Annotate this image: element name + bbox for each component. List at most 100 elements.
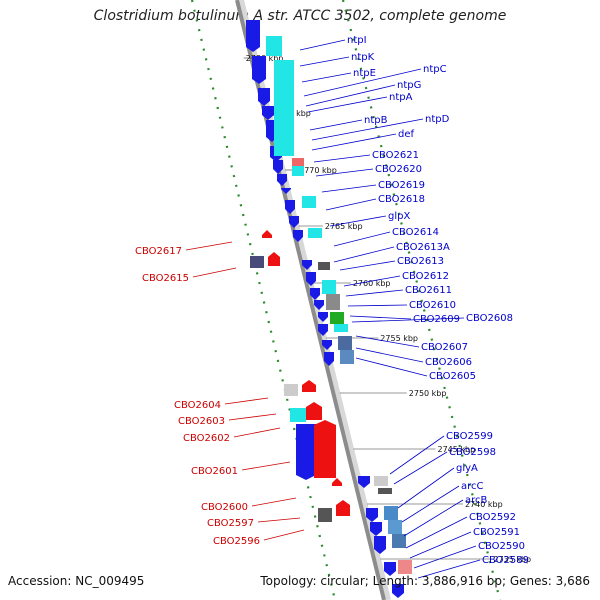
tick-label: 2765 kbp: [325, 222, 363, 231]
gene-label-ntpB: ntpB: [364, 115, 388, 126]
leader-CBO2610: [347, 304, 408, 307]
gene-forward-2615: [268, 252, 280, 266]
leader-CBO2611: [345, 289, 404, 297]
leader-CBO2620: [315, 168, 374, 177]
gene-gray-2597: [318, 508, 332, 522]
gene-label-CBO2596: CBO2596: [213, 536, 260, 547]
guide-dots-right: [341, 0, 502, 600]
leader-ntpK: [299, 56, 350, 67]
gene-reverse-11: [293, 230, 303, 242]
gene-slate-2607: [338, 336, 352, 350]
gene-cyan-2602: [290, 408, 306, 422]
gene-label-CBO2618: CBO2618: [378, 194, 425, 205]
gene-reverse-24: [374, 536, 386, 554]
gene-reverse-21: [358, 476, 370, 488]
gene-cyan-2608: [334, 324, 348, 332]
gene-label-CBO2601: CBO2601: [191, 466, 238, 477]
gene-forward-2600: [332, 478, 342, 486]
gene-green-2609: [330, 312, 344, 324]
gene-reverse-18: [322, 340, 332, 350]
gene-label-CBO2603: CBO2603: [178, 416, 225, 427]
gene-label-CBO2606: CBO2606: [425, 357, 472, 368]
gene-label-CBO2591: CBO2591: [473, 527, 520, 538]
leader-CBO2613: [339, 260, 396, 271]
leader-arcC: [401, 485, 460, 523]
gene-reverse-13: [306, 272, 316, 286]
gene-label-CBO2599: CBO2599: [446, 431, 493, 442]
gene-label-CBO2610: CBO2610: [409, 300, 456, 311]
leader-glpX: [329, 215, 387, 227]
gene-label-CBO2600: CBO2600: [201, 502, 248, 513]
leader-CBO2597: [257, 517, 301, 523]
leader-CBO2612: [343, 275, 401, 287]
leader-ntpG: [305, 84, 396, 107]
leader-CBO2606: [355, 347, 424, 363]
leader-CBO2619: [321, 184, 377, 193]
accession-label: Accession: NC_009495: [8, 574, 145, 588]
tick-label: 2745 kbp: [437, 445, 475, 454]
gene-reverse-16: [318, 312, 328, 322]
gene-reverse-9: [285, 200, 295, 214]
leader-CBO2605: [355, 357, 428, 377]
gene-cyan-2619: [302, 196, 316, 208]
tick-label: 2755 kbp: [380, 334, 418, 343]
leader-CBO2600: [251, 497, 297, 507]
gene-forward-2617: [262, 230, 272, 238]
gene-label-CBO2617: CBO2617: [135, 246, 182, 257]
gene-label-ntpE: ntpE: [353, 68, 376, 79]
gene-label-glpX: glpX: [388, 211, 410, 222]
gene-reverse-7: [277, 174, 287, 186]
gene-label-CBO2589: CBO2589: [482, 555, 529, 566]
gene-reverse-15: [314, 300, 324, 310]
gene-label-ntpG: ntpG: [397, 80, 421, 91]
gene-reverse-12: [302, 260, 312, 270]
gene-reverse-8: [281, 188, 291, 194]
gene-gray-2610: [326, 294, 340, 310]
leader-CBO2618: [325, 198, 377, 211]
gene-reverse-20: [296, 424, 316, 480]
leader-CBO2598: [393, 451, 448, 485]
gene-label-ntpI: ntpI: [347, 35, 367, 46]
gene-label-CBO2611: CBO2611: [405, 285, 452, 296]
leader-ntpI: [299, 39, 346, 51]
gene-label-CBO2613: CBO2613: [397, 256, 444, 267]
leader-CBO2590: [413, 545, 477, 569]
leader-ntpA: [307, 96, 388, 113]
gene-label-CBO2620: CBO2620: [375, 164, 422, 175]
gene-label-CBO2609: CBO2609: [413, 314, 460, 325]
leader-ntpC: [303, 68, 422, 97]
gene-reverse-23: [370, 522, 382, 536]
gene-pink-def: [292, 158, 304, 166]
gene-label-arcB: arcB: [465, 495, 488, 506]
gene-cyan-ntpI: [266, 36, 282, 56]
leader-ntpB: [309, 119, 363, 131]
gene-gray-2598: [378, 488, 392, 494]
leader-CBO2614: [333, 231, 391, 247]
gene-cyan-2611: [322, 280, 336, 294]
gene-slate-2616: [250, 256, 264, 268]
leader-ntpE: [301, 72, 352, 83]
leader-arcB: [403, 499, 464, 537]
gene-steel-arcB: [392, 534, 406, 548]
gene-label-CBO2607: CBO2607: [421, 342, 468, 353]
gene-reverse-25: [384, 562, 396, 576]
gene-label-ntpA: ntpA: [389, 92, 413, 103]
gene-reverse-14: [310, 288, 320, 300]
leader-CBO2589: [417, 559, 481, 579]
leader-CBO2602: [233, 427, 281, 438]
genome-summary: Topology: circular; Length: 3,886,916 bp…: [260, 574, 590, 588]
leader-CBO2609: [349, 315, 412, 320]
leader-CBO2604: [224, 397, 269, 405]
gene-reverse-2: [258, 88, 270, 106]
gene-pink-2591: [398, 560, 412, 574]
gene-label-glyA: glyA: [456, 463, 478, 474]
gene-gray-2613: [318, 262, 330, 270]
gene-label-CBO2597: CBO2597: [207, 518, 254, 529]
gene-steel-2606: [340, 350, 354, 364]
gene-forward-2602b: [306, 402, 322, 420]
gene-forward-2601: [314, 420, 336, 478]
gene-reverse-17: [318, 324, 328, 336]
gene-label-ntpD: ntpD: [425, 114, 450, 125]
tick-label: 2770 kbp: [299, 166, 337, 175]
